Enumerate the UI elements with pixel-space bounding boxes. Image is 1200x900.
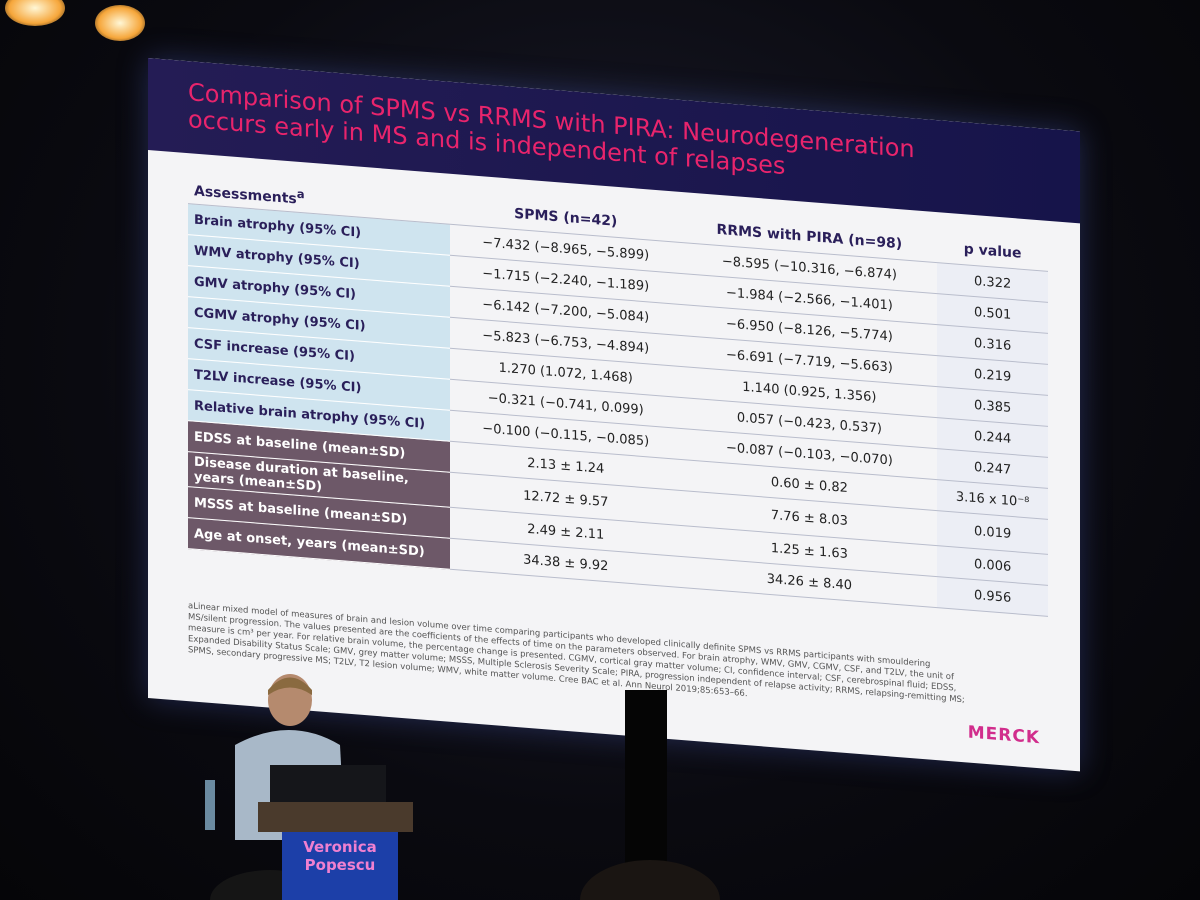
podium-top	[258, 802, 413, 832]
laptop	[270, 765, 386, 807]
stage-light	[95, 5, 145, 41]
name-sign: Veronica Popescu	[282, 832, 398, 900]
audience-head	[580, 860, 720, 900]
speaker-hair	[268, 677, 312, 695]
speaker-name: Popescu	[304, 856, 376, 874]
water-bottle	[205, 780, 215, 830]
speaker-name: Veronica	[303, 838, 377, 856]
